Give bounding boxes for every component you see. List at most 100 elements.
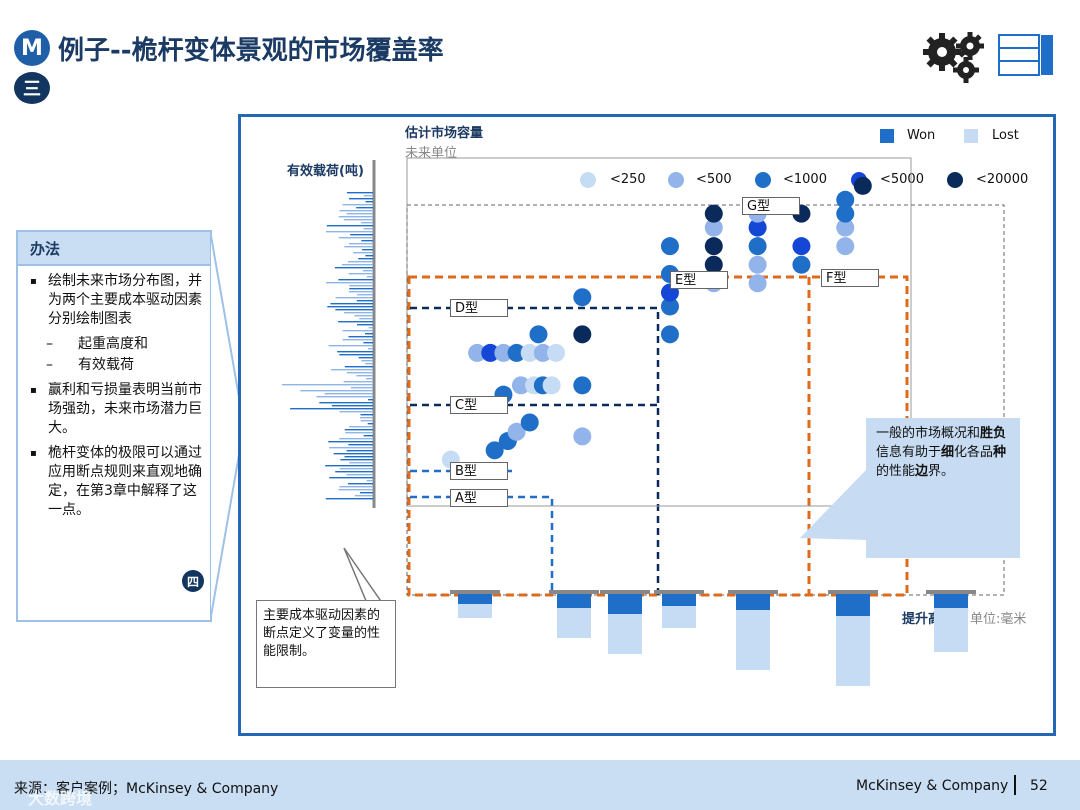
- variant-tag-f: F型: [821, 269, 879, 287]
- payload-histogram-bar: [325, 498, 373, 500]
- footer-brand: McKinsey & Company: [856, 778, 1009, 794]
- scatter-point: [748, 218, 767, 237]
- lift-bar-lost: [557, 608, 591, 638]
- lift-bar-won: [608, 594, 642, 614]
- lift-bar-base: [600, 590, 650, 594]
- callout-breakpoint: 主要成本驱动因素的断点定义了变量的性能限制。: [256, 600, 396, 688]
- plot-area: [406, 157, 912, 507]
- scatter-point: [704, 204, 723, 223]
- payload-histogram-bar: [354, 495, 373, 497]
- legend-won-label: Won: [907, 128, 936, 143]
- payload-histogram-bar: [358, 258, 373, 260]
- payload-histogram-bar: [350, 234, 373, 236]
- method-bullet: 绘制未来市场分布图，并为两个主要成本驱动因素分别绘制图表: [26, 272, 202, 329]
- scatter-point: [481, 343, 500, 362]
- payload-histogram-bar: [282, 384, 373, 386]
- payload-histogram-bar: [342, 330, 373, 332]
- scatter-point: [792, 255, 811, 274]
- payload-histogram-bar: [346, 474, 373, 476]
- lift-bar-won: [662, 594, 696, 606]
- payload-histogram-bar: [339, 438, 373, 440]
- payload-histogram-bar: [367, 348, 373, 350]
- payload-histogram-bar: [349, 426, 373, 428]
- payload-histogram-bar: [338, 489, 373, 491]
- payload-histogram-bar: [349, 462, 373, 464]
- payload-histogram-bar: [348, 291, 373, 293]
- payload-histogram-bar: [346, 372, 373, 374]
- legend-size-swatch: [668, 172, 684, 188]
- page-number: 52: [1030, 778, 1048, 794]
- lift-bar-base: [828, 590, 878, 594]
- payload-histogram-bar: [344, 312, 373, 314]
- payload-histogram-bar: [368, 327, 373, 329]
- payload-histogram-bar: [329, 447, 373, 449]
- payload-histogram-bar: [356, 300, 373, 302]
- payload-histogram-bar: [327, 306, 373, 308]
- payload-histogram-bar: [363, 342, 373, 344]
- payload-histogram-bar: [345, 432, 373, 434]
- callout-text: 信息有助于: [876, 445, 942, 460]
- payload-histogram-bar: [366, 480, 373, 482]
- payload-histogram-bar: [363, 195, 373, 197]
- g-variant-region: [406, 204, 1005, 596]
- payload-histogram-bar: [348, 444, 373, 446]
- lift-bar-lost: [934, 608, 968, 652]
- step-badge: 四: [182, 570, 204, 592]
- payload-histogram-bar: [348, 243, 373, 245]
- payload-histogram-bar: [341, 264, 373, 266]
- payload-histogram-bar: [359, 492, 373, 494]
- payload-histogram-bar: [331, 369, 373, 371]
- payload-histogram-bar: [363, 228, 373, 230]
- chart-title: 估计市场容量: [405, 126, 484, 141]
- payload-histogram-bar: [346, 192, 373, 194]
- lift-bar-base: [450, 590, 500, 594]
- lift-bar-base: [728, 590, 778, 594]
- legend-lost-swatch: [964, 129, 978, 143]
- method-header: 办法: [16, 230, 212, 266]
- scatter-point: [529, 325, 548, 344]
- payload-histogram-bar: [344, 366, 373, 368]
- scatter-point: [468, 343, 487, 362]
- payload-histogram-bar: [349, 285, 373, 287]
- callout-text: 细: [941, 445, 955, 460]
- payload-histogram-bar: [358, 357, 373, 359]
- watermark: 大数跨境: [28, 789, 93, 808]
- scatter-point: [660, 297, 679, 316]
- payload-histogram-bar: [365, 255, 373, 257]
- payload-histogram-bar: [335, 297, 373, 299]
- m-badge: M: [14, 30, 50, 66]
- lift-bar-won: [934, 594, 968, 608]
- payload-histogram-bar: [368, 399, 373, 401]
- lift-bar-base: [926, 590, 976, 594]
- legend-size-label: <250: [610, 172, 646, 187]
- payload-histogram-bar: [344, 456, 373, 458]
- lift-bar-lost: [836, 616, 870, 686]
- scatter-point: [660, 237, 679, 256]
- payload-histogram-bar: [324, 393, 373, 395]
- lift-bar-lost: [662, 606, 696, 628]
- payload-histogram-bar: [344, 429, 373, 431]
- legend-size-label: <500: [696, 172, 732, 187]
- lift-bar-won: [458, 594, 492, 604]
- scatter-point: [494, 343, 513, 362]
- scatter-point: [836, 218, 855, 237]
- payload-histogram-bar: [366, 378, 373, 380]
- scatter-point: [511, 376, 530, 395]
- payload-histogram-bar: [334, 267, 373, 269]
- page-title: 例子--桅杆变体景观的市场覆盖率: [58, 36, 444, 66]
- callout-text: 种: [993, 445, 1007, 460]
- lift-bar-won: [836, 594, 870, 616]
- payload-histogram-bar: [326, 282, 373, 284]
- gears-icon: [923, 32, 984, 83]
- table-icon: [998, 34, 1053, 76]
- payload-histogram-bar: [338, 279, 373, 281]
- payload-histogram-bar: [290, 408, 373, 410]
- legend-size-label: <5000: [880, 172, 924, 187]
- lift-bar-won: [736, 594, 770, 610]
- payload-histogram-bar: [328, 345, 373, 347]
- x-axis-unit: 单位:毫米: [970, 612, 1027, 627]
- scatter-point: [748, 274, 767, 293]
- scatter-point: [704, 237, 723, 256]
- scatter-point: [573, 376, 592, 395]
- payload-histogram-bar: [339, 354, 373, 356]
